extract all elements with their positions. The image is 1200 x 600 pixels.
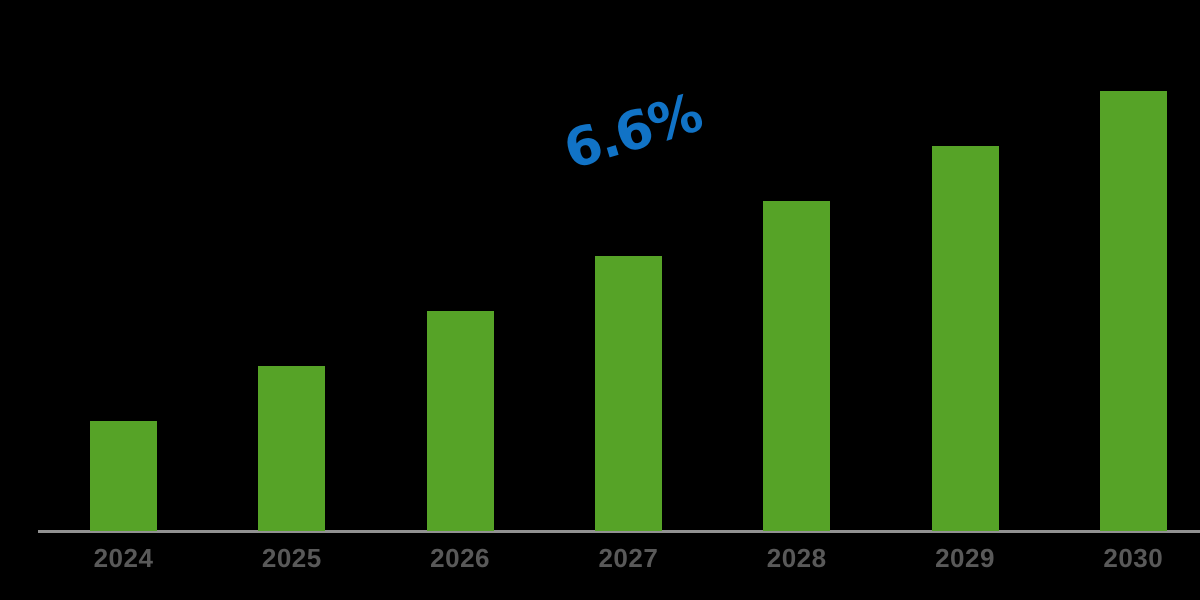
x-tick-label-2026: 2026 [430,543,491,573]
growth-rate-annotation: 6.6% [557,82,708,182]
x-tick-label-2024: 2024 [93,543,154,573]
bar-2029 [931,146,999,531]
bar-2024 [90,421,157,531]
x-axis-line [38,530,1200,533]
bar-2027 [594,256,662,531]
bar-2026 [426,311,494,531]
x-tick-label-2028: 2028 [766,543,827,573]
x-tick-label-2025: 2025 [261,543,322,573]
bar-2028 [763,201,831,531]
x-tick-label-2029: 2029 [935,543,995,573]
bar-2030 [1099,91,1167,531]
bar-2025 [258,366,326,531]
x-tick-label-2027: 2027 [598,543,659,573]
x-tick-label-2030: 2030 [1103,543,1164,573]
